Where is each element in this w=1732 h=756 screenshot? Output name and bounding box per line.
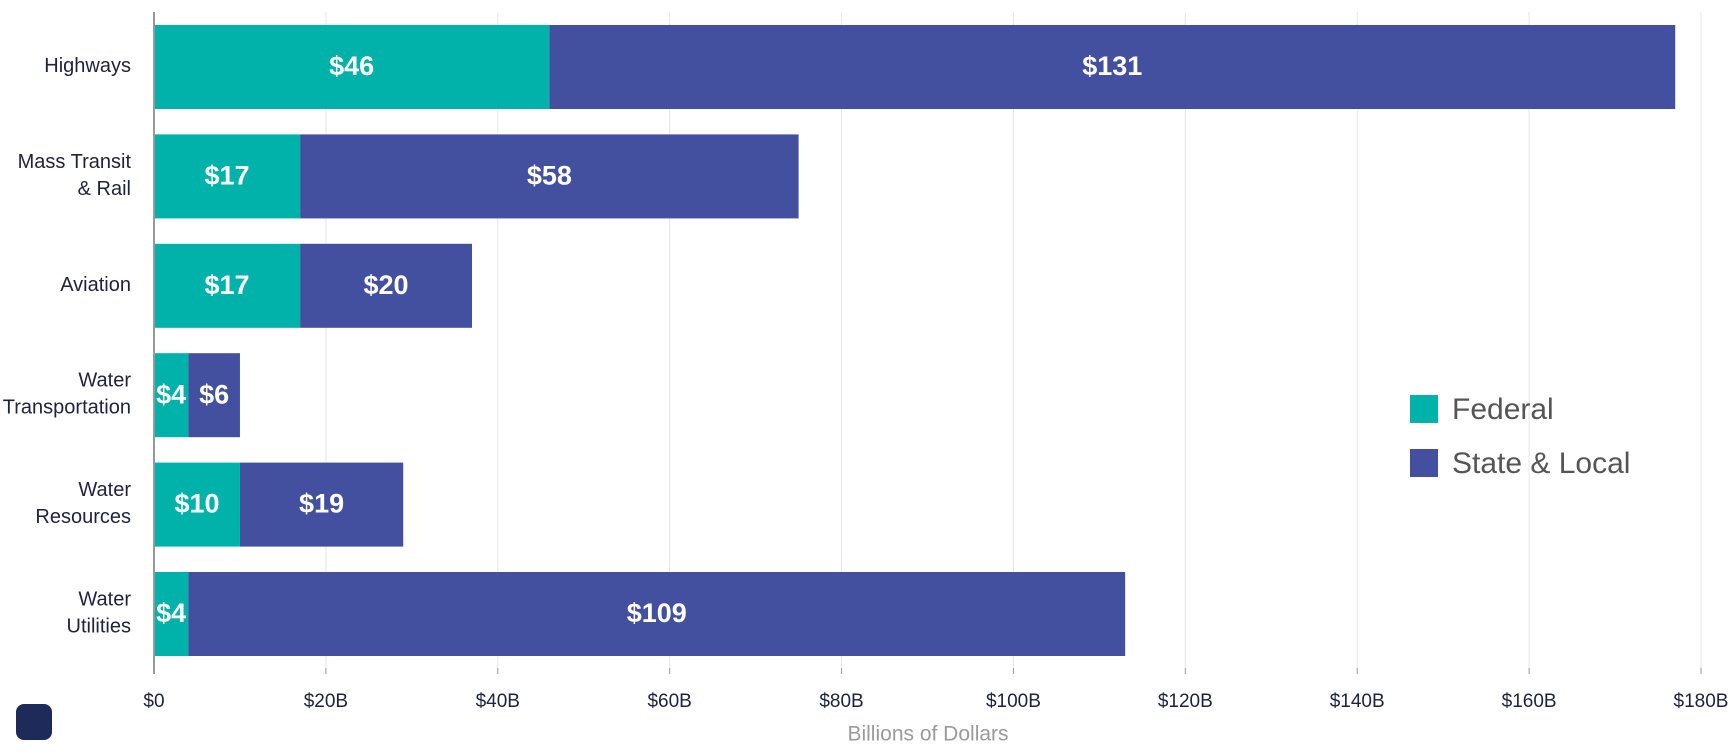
legend-label: Federal <box>1452 393 1554 426</box>
value-label: $17 <box>205 161 250 191</box>
legend-label: State & Local <box>1452 447 1630 480</box>
x-tick-label: $20B <box>304 691 348 712</box>
bar <box>154 243 301 328</box>
value-label: $46 <box>329 51 374 81</box>
x-tick-label: $0 <box>143 691 164 712</box>
x-axis-title: Billions of Dollars <box>847 723 1008 746</box>
value-label: $109 <box>627 598 687 628</box>
bar <box>154 25 550 109</box>
y-tick-label: Water Utilities <box>67 589 132 638</box>
legend-swatch <box>1410 395 1438 423</box>
bar <box>300 243 472 328</box>
y-tick-label: Aviation <box>60 274 131 296</box>
y-tick-label: Mass Transit & Rail <box>18 151 132 200</box>
value-label: $4 <box>156 598 186 628</box>
value-label: $10 <box>174 489 219 519</box>
x-tick-label: $180B <box>1674 691 1729 712</box>
value-label: $58 <box>527 161 572 191</box>
value-label: $4 <box>156 379 186 409</box>
bar <box>188 353 240 438</box>
logo <box>16 704 52 740</box>
x-tick-label: $40B <box>476 691 520 712</box>
y-tick-label: Water Transportation <box>3 370 132 419</box>
bar <box>154 462 240 547</box>
bar <box>300 134 799 219</box>
bar <box>154 572 189 656</box>
x-tick-label: $60B <box>647 691 691 712</box>
legend-swatch <box>1410 449 1438 477</box>
x-tick-label: $80B <box>819 691 863 712</box>
x-tick-label: $120B <box>1158 691 1213 712</box>
value-label: $20 <box>364 270 409 300</box>
bar <box>154 353 189 438</box>
value-label: $17 <box>205 270 250 300</box>
x-tick-label: $160B <box>1502 691 1557 712</box>
y-tick-label: Highways <box>44 55 131 77</box>
x-tick-label: $100B <box>986 691 1041 712</box>
bar <box>188 572 1126 656</box>
value-label: $131 <box>1082 51 1142 81</box>
value-label: $19 <box>299 489 344 519</box>
y-tick-label: Water Resources <box>35 479 131 528</box>
bar <box>549 25 1676 109</box>
bar <box>239 462 404 547</box>
value-label: $6 <box>199 379 229 409</box>
x-tick-label: $140B <box>1330 691 1385 712</box>
bar <box>154 134 301 219</box>
